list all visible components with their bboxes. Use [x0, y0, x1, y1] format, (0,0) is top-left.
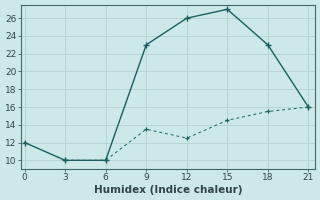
X-axis label: Humidex (Indice chaleur): Humidex (Indice chaleur): [93, 185, 242, 195]
